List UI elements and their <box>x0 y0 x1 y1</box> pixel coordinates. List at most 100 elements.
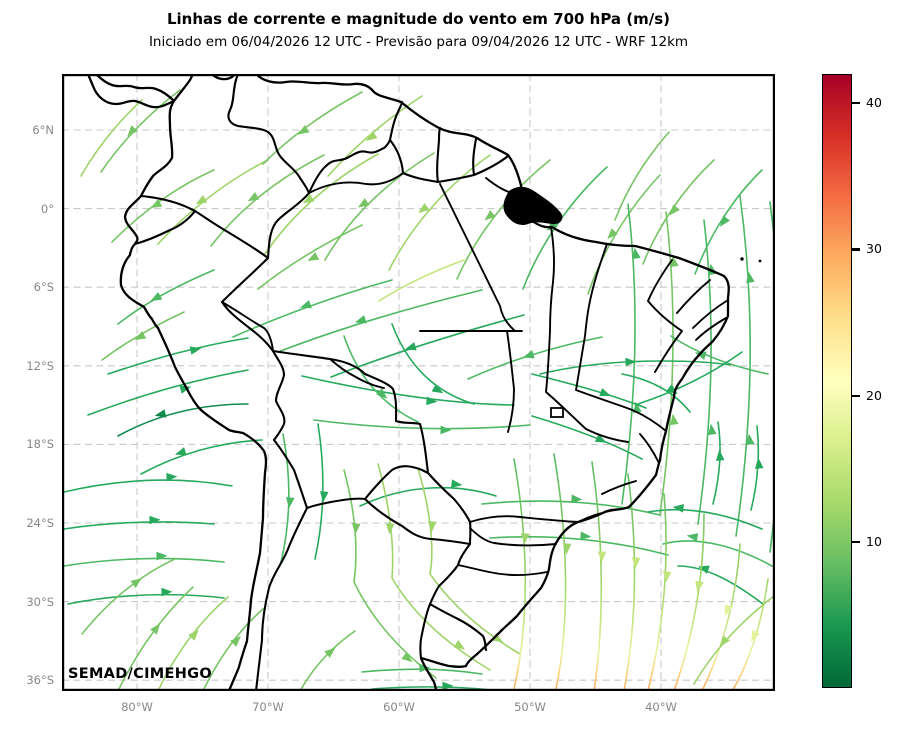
streamline-arrow <box>754 457 764 469</box>
streamline-arrow <box>484 210 496 221</box>
streamline-arrow <box>695 580 704 593</box>
streamline-arrow <box>751 629 760 642</box>
streamline-arrow <box>453 640 466 650</box>
colorbar-tick <box>852 540 860 543</box>
streamline-arrow <box>670 413 679 426</box>
streamline <box>659 211 674 515</box>
streamline <box>388 154 491 271</box>
streamline-arrow <box>631 557 641 569</box>
colorbar-tick-label: 10 <box>866 533 882 549</box>
streamline <box>531 373 647 409</box>
streamline <box>343 335 419 423</box>
streamline <box>539 360 731 375</box>
streamline-arrow <box>580 531 592 541</box>
streamline <box>202 608 264 691</box>
streamline-arrow <box>166 472 178 482</box>
streamline-arrow <box>562 543 572 555</box>
lat-tick-label: 12°S <box>26 358 54 373</box>
streamline <box>637 351 743 405</box>
streamline-arrow <box>597 551 607 563</box>
streamline <box>513 458 527 690</box>
wind-streamlines <box>63 89 775 691</box>
colorbar-tick <box>852 248 860 251</box>
streamline-arrow <box>195 195 208 205</box>
streamline-arrow <box>404 342 417 351</box>
streamline <box>81 558 176 635</box>
streamline-arrow <box>719 635 730 647</box>
streamline-arrow <box>307 252 320 261</box>
state-borders <box>221 172 729 576</box>
streamline <box>614 131 670 221</box>
streamline-arrow <box>686 533 699 542</box>
streamline <box>343 469 437 679</box>
streamline-arrow <box>694 351 707 360</box>
lon-tick-label: 60°W <box>383 700 415 714</box>
lat-tick-label: 30°S <box>26 594 54 609</box>
streamline-arrow <box>179 385 192 394</box>
streamline-arrow <box>522 350 535 359</box>
streamline <box>117 269 215 325</box>
streamline <box>621 373 691 413</box>
colorbar-tick-label: 20 <box>866 387 882 403</box>
streamline-arrow <box>351 523 361 535</box>
streamline-arrow <box>156 551 168 561</box>
streamline <box>117 586 194 691</box>
streamline <box>301 375 515 406</box>
streamline-arrow <box>440 425 452 435</box>
streamline <box>670 335 769 375</box>
streamline-arrow <box>385 523 395 535</box>
streamline <box>277 289 483 353</box>
streamline-arrow <box>669 204 680 216</box>
streamline <box>673 513 705 691</box>
streamline-arrow <box>247 192 260 202</box>
streamline <box>324 152 435 261</box>
streamline-arrow <box>571 494 583 504</box>
streamline <box>712 421 721 505</box>
streamline <box>63 479 233 493</box>
lat-tick-label: 6°N <box>32 123 54 137</box>
lat-tick-label: 6°S <box>33 280 54 295</box>
streamline-arrow <box>319 491 329 503</box>
distrito-federal-border <box>550 407 564 418</box>
streamline <box>697 219 712 525</box>
streamline-arrow <box>708 423 717 436</box>
streamline <box>157 596 229 691</box>
streamline <box>378 259 465 302</box>
island-dot <box>740 257 744 261</box>
streamline-arrow <box>672 504 685 513</box>
streamline-arrow <box>174 447 187 456</box>
streamline-arrow <box>149 515 161 525</box>
streamline <box>359 486 497 507</box>
streamline-arrow <box>297 125 310 135</box>
streamline-arrow <box>431 384 444 394</box>
streamline-arrow <box>134 331 147 341</box>
streamline-arrow <box>357 198 370 208</box>
streamline-arrow <box>286 496 295 509</box>
map-frame <box>62 74 775 691</box>
lat-tick-label: 36°S <box>26 673 54 688</box>
streamline-arrow <box>130 578 142 588</box>
streamline-arrow <box>302 194 315 204</box>
lat-tick-label: 18°S <box>26 437 54 452</box>
streamline <box>232 279 393 338</box>
streamline <box>662 540 773 567</box>
amazon-delta <box>503 186 563 226</box>
streamline <box>591 461 603 691</box>
streamline-arrow <box>299 300 312 309</box>
streamline <box>647 493 667 691</box>
streamline <box>63 557 225 567</box>
streamline <box>313 419 531 430</box>
streamline-arrow <box>520 533 530 545</box>
streamline <box>694 169 763 275</box>
colorbar-gradient <box>823 75 851 687</box>
streamline-arrow <box>715 449 725 461</box>
streamline-arrow <box>189 346 202 355</box>
streamline <box>456 159 551 280</box>
colorbar-tick <box>852 394 860 397</box>
streamline <box>623 473 636 691</box>
streamline <box>531 415 643 460</box>
streamline <box>330 314 525 378</box>
map-borders <box>86 74 762 691</box>
lat-tick-label: 0° <box>40 201 54 216</box>
colorbar <box>822 74 852 688</box>
